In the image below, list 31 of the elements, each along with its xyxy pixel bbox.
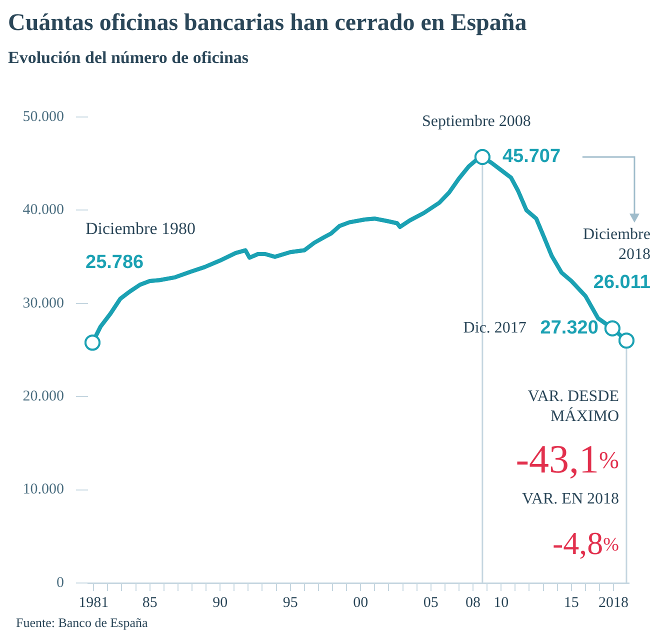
annotation: VAR. EN 2018 xyxy=(522,490,619,508)
y-tick-label: 20.000 xyxy=(22,388,64,405)
x-tick-label: 90 xyxy=(212,594,228,611)
y-tick-label: 10.000 xyxy=(22,482,64,498)
annotation: VAR. DESDE MÁXIMO xyxy=(528,388,619,425)
y-tick-label: 0 xyxy=(56,574,64,591)
annotation: Diciembre 2018 xyxy=(582,226,650,263)
source-note: Fuente: Banco de España xyxy=(16,615,149,631)
y-tick-label: 50.000 xyxy=(22,108,64,125)
annotation: Septiembre 2008 xyxy=(422,113,531,130)
x-tick-label: 10 xyxy=(494,594,509,611)
chart-subtitle: Evolución del número de oficinas xyxy=(8,47,250,69)
y-tick-label: 40.000 xyxy=(22,202,64,218)
annotation: Dic. 2017 xyxy=(463,320,526,337)
chart-title: Cuántas oficinas bancarias han cerrado en España xyxy=(8,9,528,38)
x-tick-label: 08 xyxy=(466,594,481,611)
annotation: 25.786 xyxy=(85,252,144,273)
annotation: Diciembre 1980 xyxy=(85,219,196,238)
y-tick-label: 30.000 xyxy=(22,295,64,312)
x-tick-label: 00 xyxy=(353,594,368,611)
x-tick-label: 15 xyxy=(564,594,579,611)
annotation: 45.707 xyxy=(502,146,561,168)
x-tick-label: 95 xyxy=(282,594,298,611)
x-tick-label: 2018 xyxy=(598,594,629,611)
annotation: -43,1% xyxy=(516,436,620,482)
x-tick-label: 85 xyxy=(142,594,158,611)
x-tick-label: 05 xyxy=(423,594,438,611)
annotation: 26.011 xyxy=(593,272,651,293)
x-tick-label: 1981 xyxy=(78,594,109,611)
annotation: 27.320 xyxy=(540,318,598,339)
annotation: -4,8% xyxy=(552,525,620,562)
